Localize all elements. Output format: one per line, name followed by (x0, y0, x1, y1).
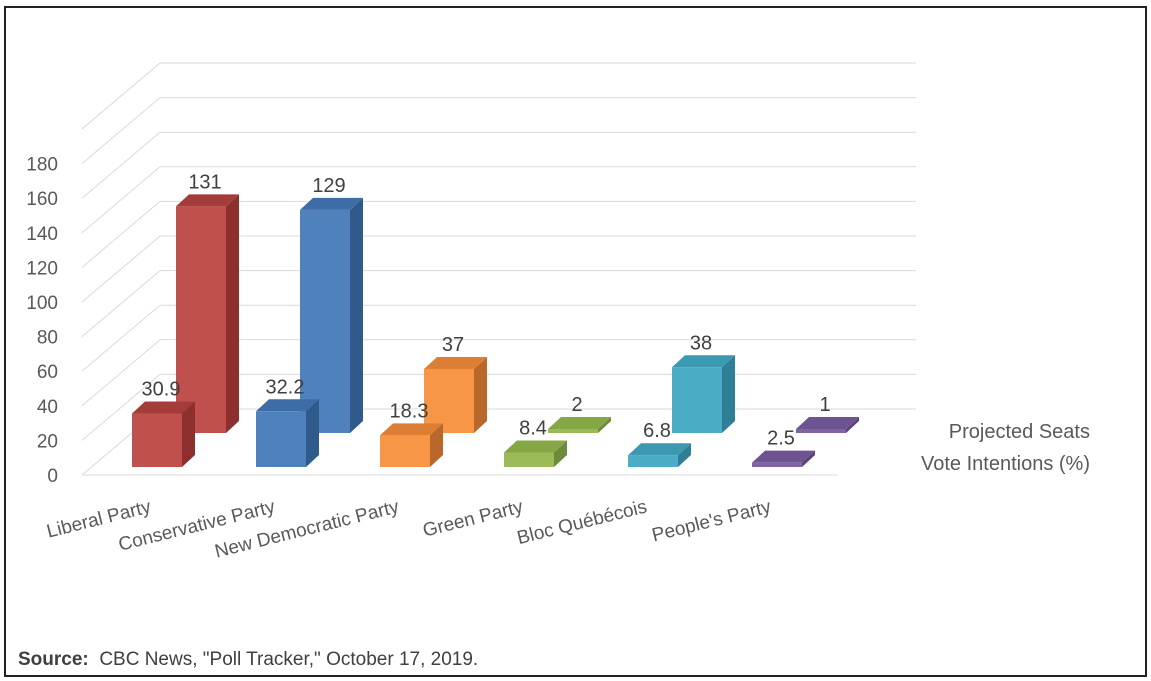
grid-diagonal (81, 131, 161, 199)
grid-diagonal (81, 97, 161, 164)
grid-diagonal (81, 304, 161, 372)
grid-diagonal (81, 235, 161, 303)
y-tick-label: 80 (37, 328, 58, 349)
y-tick-label: 60 (37, 362, 58, 383)
liberal-party-seats-bar-top (176, 194, 239, 207)
liberal-party-vote-bar-side (182, 401, 195, 467)
grid-diagonal (81, 166, 161, 234)
people-s-party-seats-bar-label: 1 (819, 394, 830, 416)
people-s-party-vote-bar-label: 2.5 (767, 428, 795, 450)
category-label-green-party: Green Party (421, 496, 526, 541)
grid-diagonal (81, 339, 161, 407)
bloc-qu-b-cois-vote-bar-side (678, 443, 691, 467)
new-democratic-party-seats-bar-top (424, 356, 487, 369)
y-tick-label: 40 (37, 397, 58, 418)
bloc-qu-b-cois-vote-bar-top (628, 443, 691, 456)
green-party-vote-bar-side (554, 440, 567, 467)
source-note: Source: CBC News, "Poll Tracker," Octobe… (18, 649, 478, 671)
conservative-party-seats-bar-side (350, 197, 363, 433)
new-democratic-party-vote-bar-side (430, 423, 443, 467)
new-democratic-party-vote-bar-label: 18.3 (390, 400, 429, 422)
bloc-qu-b-cois-seats-bar-front (672, 367, 722, 433)
green-party-seats-bar-label: 2 (571, 394, 582, 416)
category-label-bloc-qu-b-cois: Bloc Québécois (515, 496, 649, 549)
bloc-qu-b-cois-vote-bar-label: 6.8 (643, 420, 671, 442)
y-tick-label: 0 (47, 466, 58, 487)
y-tick-label: 120 (26, 258, 58, 279)
liberal-party-vote-bar-label: 30.9 (142, 379, 181, 401)
green-party-seats-bar-front (548, 429, 598, 433)
people-s-party-vote-bar-top (752, 450, 815, 463)
grid-diagonal (81, 62, 161, 130)
liberal-party-seats-bar-label: 131 (188, 171, 221, 193)
people-s-party-vote-bar-front (752, 462, 802, 467)
category-label-people-s-party: People's Party (650, 496, 774, 546)
legend-projected-seats: Projected Seats (949, 421, 1090, 443)
green-party-vote-bar-top (504, 440, 567, 453)
grid-diagonal (81, 270, 161, 337)
y-tick-label: 160 (26, 189, 58, 210)
green-party-seats-bar-side (598, 417, 611, 433)
people-s-party-vote-bar-side (802, 450, 815, 467)
bloc-qu-b-cois-seats-bar-top (672, 355, 735, 368)
liberal-party-seats-bar-side (226, 194, 239, 433)
source-label: Source: (18, 649, 89, 670)
new-democratic-party-vote-bar-front (380, 435, 430, 467)
liberal-party-vote-bar-top (132, 401, 195, 414)
conservative-party-vote-bar-front (256, 411, 306, 467)
conservative-party-seats-bar-top (300, 197, 363, 210)
y-tick-label: 140 (26, 224, 58, 245)
bloc-qu-b-cois-seats-bar-label: 38 (690, 332, 712, 354)
conservative-party-seats-bar-front (300, 209, 350, 433)
legend-vote-intentions: Vote Intentions (%) (921, 453, 1090, 475)
new-democratic-party-seats-bar-label: 37 (442, 334, 464, 356)
conservative-party-vote-bar-top (256, 399, 319, 412)
y-tick-label: 20 (37, 431, 58, 452)
bloc-qu-b-cois-seats-bar-side (722, 355, 735, 433)
bloc-qu-b-cois-vote-bar-front (628, 455, 678, 467)
conservative-party-seats-bar-label: 129 (312, 175, 345, 197)
new-democratic-party-seats-bar-front (424, 368, 474, 433)
people-s-party-seats-bar-front (796, 429, 846, 433)
green-party-vote-bar-label: 8.4 (519, 417, 547, 439)
conservative-party-vote-bar-label: 32.2 (266, 376, 305, 398)
y-tick-label: 180 (26, 155, 58, 176)
new-democratic-party-seats-bar-side (474, 356, 487, 433)
new-democratic-party-vote-bar-top (380, 423, 443, 436)
grid-diagonal (81, 374, 161, 441)
conservative-party-vote-bar-side (306, 399, 319, 467)
grid-diagonal (81, 201, 161, 268)
liberal-party-seats-bar-front (176, 206, 226, 433)
green-party-seats-bar-top (548, 417, 611, 429)
liberal-party-vote-bar-front (132, 413, 182, 467)
source-text: CBC News, "Poll Tracker," October 17, 20… (99, 649, 479, 670)
y-tick-label: 100 (26, 293, 58, 314)
people-s-party-seats-bar-side (846, 417, 859, 433)
green-party-vote-bar-front (504, 452, 554, 467)
people-s-party-seats-bar-top (796, 417, 859, 429)
